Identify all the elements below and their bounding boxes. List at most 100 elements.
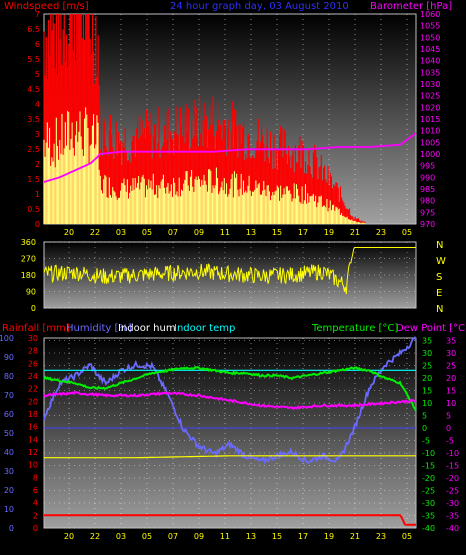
humidity-tick-label: 50 bbox=[4, 429, 14, 438]
dewpoint-tick-label: -5 bbox=[446, 437, 454, 446]
windspeed-tick-label: 3 bbox=[35, 130, 40, 139]
x-tick-label: 22 bbox=[90, 532, 100, 541]
x-tick-label: 20 bbox=[64, 532, 74, 541]
dewpoint-tick-label: 5 bbox=[446, 412, 451, 421]
graph-title: 24 hour graph day, 03 August 2010 bbox=[170, 1, 349, 12]
humidity-tick-label: 10 bbox=[4, 505, 14, 514]
rain-tick-label: 14 bbox=[28, 435, 38, 444]
x-tick-label: 13 bbox=[246, 532, 256, 541]
x-tick-label: 09 bbox=[194, 228, 204, 237]
humidity-line bbox=[43, 336, 417, 465]
x-tick-label: 17 bbox=[298, 532, 308, 541]
dewpoint-tick-label: 20 bbox=[446, 374, 456, 383]
barometer-tick-label: 1060 bbox=[420, 10, 440, 19]
dewpoint-tick-label: -15 bbox=[446, 462, 459, 471]
dewpoint-tick-label: -40 bbox=[446, 524, 459, 533]
indoor-humidity-line bbox=[44, 455, 416, 459]
temperature-tick-label: 25 bbox=[422, 362, 432, 371]
temperature-line bbox=[43, 365, 417, 412]
dewpoint-tick-label: 10 bbox=[446, 399, 456, 408]
windspeed-tick-label: 6 bbox=[35, 40, 40, 49]
humidity-title: Humidity [%] bbox=[66, 323, 132, 334]
direction-tick-label: 270 bbox=[21, 255, 36, 264]
humidity-tick-label: 60 bbox=[4, 410, 14, 419]
direction-tick-label: 90 bbox=[26, 288, 36, 297]
rain-tick-label: 0 bbox=[33, 524, 38, 533]
x-tick-label: 13 bbox=[246, 228, 256, 237]
barometer-tick-label: 980 bbox=[420, 197, 435, 206]
humidity-tick-label: 70 bbox=[4, 391, 14, 400]
indoor-humidity-title: Indoor hum bbox=[118, 323, 176, 334]
rain-tick-label: 20 bbox=[28, 397, 38, 406]
barometer-tick-label: 1000 bbox=[420, 150, 440, 159]
x-tick-label: 03 bbox=[116, 228, 126, 237]
dewpoint-tick-label: 35 bbox=[446, 337, 456, 346]
x-tick-label: 11 bbox=[220, 228, 230, 237]
x-tick-label: 23 bbox=[376, 532, 386, 541]
x-tick-label: 05 bbox=[142, 228, 152, 237]
temperature-tick-label: 15 bbox=[422, 387, 432, 396]
temperature-tick-label: -15 bbox=[422, 462, 435, 471]
x-tick-label: 11 bbox=[220, 532, 230, 541]
temperature-tick-label: -5 bbox=[422, 437, 430, 446]
barometer-tick-label: 1005 bbox=[420, 138, 440, 147]
windspeed-title: Windspeed [m/s] bbox=[4, 1, 89, 12]
barometer-tick-label: 1050 bbox=[420, 33, 440, 42]
x-tick-label: 23 bbox=[376, 228, 386, 237]
rain-tick-label: 22 bbox=[28, 385, 38, 394]
dewpoint-tick-label: -20 bbox=[446, 474, 459, 483]
direction-tick-label: 180 bbox=[21, 271, 36, 280]
rainfall-line bbox=[44, 514, 416, 526]
dewpoint-tick-label: -25 bbox=[446, 487, 459, 496]
x-tick-label: 19 bbox=[324, 228, 334, 237]
x-tick-label: 05 bbox=[402, 532, 412, 541]
temperature-tick-label: 20 bbox=[422, 374, 432, 383]
windspeed-tick-label: 1 bbox=[35, 190, 40, 199]
humidity-tick-label: 40 bbox=[4, 448, 14, 457]
rain-tick-label: 24 bbox=[28, 372, 38, 381]
barometer-tick-label: 970 bbox=[420, 220, 435, 229]
direction-tick-label: 360 bbox=[21, 238, 36, 247]
windspeed-tick-label: 1.5 bbox=[27, 175, 40, 184]
rain-tick-label: 28 bbox=[28, 347, 38, 356]
compass-label: N bbox=[436, 240, 443, 251]
rain-tick-label: 8 bbox=[33, 473, 38, 482]
wind-direction-line bbox=[43, 247, 416, 295]
x-tick-label: 22 bbox=[90, 228, 100, 237]
compass-label: W bbox=[436, 256, 446, 267]
temperature-tick-label: -40 bbox=[422, 524, 435, 533]
windspeed-tick-label: 7 bbox=[35, 10, 40, 19]
direction-tick-label: 0 bbox=[31, 304, 36, 313]
barometer-tick-label: 995 bbox=[420, 162, 435, 171]
barometer-tick-label: 1020 bbox=[420, 103, 440, 112]
x-tick-label: 05 bbox=[402, 228, 412, 237]
windspeed-tick-label: 3.5 bbox=[27, 115, 40, 124]
temperature-tick-label: -25 bbox=[422, 487, 435, 496]
windspeed-tick-label: 5 bbox=[35, 70, 40, 79]
rain-tick-label: 10 bbox=[28, 461, 38, 470]
rainfall-title: Rainfall [mm] bbox=[2, 323, 70, 334]
x-tick-label: 21 bbox=[350, 532, 360, 541]
dewpoint-tick-label: 0 bbox=[446, 424, 451, 433]
rain-tick-label: 30 bbox=[28, 334, 38, 343]
x-tick-label: 15 bbox=[272, 228, 282, 237]
windspeed-tick-label: 2 bbox=[35, 160, 40, 169]
windspeed-tick-label: 0 bbox=[35, 220, 40, 229]
dew-point-title: Dew Point [°C] bbox=[396, 323, 466, 334]
temperature-humidity-panel bbox=[43, 337, 417, 529]
barometer-tick-label: 1025 bbox=[420, 92, 440, 101]
barometer-tick-label: 990 bbox=[420, 173, 435, 182]
dewpoint-tick-label: 25 bbox=[446, 362, 456, 371]
humidity-tick-label: 80 bbox=[4, 372, 14, 381]
barometer-title: Barometer [hPa] bbox=[370, 1, 452, 12]
windspeed-tick-label: 5.5 bbox=[27, 55, 40, 64]
x-tick-label: 17 bbox=[298, 228, 308, 237]
temperature-tick-label: -10 bbox=[422, 449, 435, 458]
humidity-tick-label: 100 bbox=[0, 334, 14, 343]
dewpoint-tick-label: -10 bbox=[446, 449, 459, 458]
x-tick-label: 15 bbox=[272, 532, 282, 541]
temperature-tick-label: 0 bbox=[422, 424, 427, 433]
x-tick-label: 03 bbox=[116, 532, 126, 541]
dewpoint-tick-label: 30 bbox=[446, 349, 456, 358]
